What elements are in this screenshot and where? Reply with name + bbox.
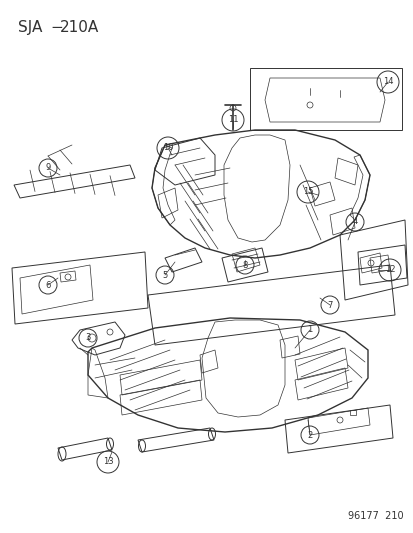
Text: 6: 6 (45, 280, 50, 289)
Bar (349, 410, 355, 415)
Text: 210A: 210A (60, 20, 99, 35)
Text: 7: 7 (327, 301, 332, 310)
Text: 9: 9 (45, 164, 50, 173)
Text: 2: 2 (306, 431, 312, 440)
Text: 10: 10 (162, 143, 173, 152)
Text: 11: 11 (227, 116, 237, 125)
Text: 13: 13 (102, 457, 113, 466)
Text: 4: 4 (351, 217, 357, 227)
Text: 96177  210: 96177 210 (347, 511, 403, 521)
Text: 1: 1 (306, 326, 312, 335)
Text: 8: 8 (242, 261, 247, 270)
Text: 3: 3 (85, 334, 90, 343)
Text: 12: 12 (384, 265, 394, 274)
Text: 14: 14 (382, 77, 392, 86)
Text: SJA: SJA (18, 20, 42, 35)
Text: 5: 5 (162, 271, 167, 279)
Text: 15: 15 (302, 188, 313, 197)
Text: −: − (50, 20, 63, 35)
